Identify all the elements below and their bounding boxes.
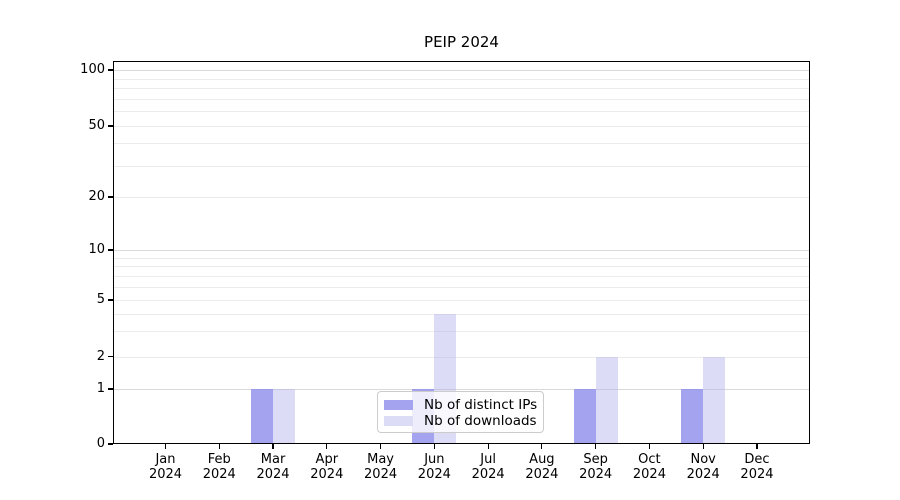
bar-downloads-nov <box>703 356 726 444</box>
x-tick <box>379 444 382 449</box>
x-tick-label-month: Feb <box>207 452 231 467</box>
gridline-minor <box>113 143 810 145</box>
gridline-minor <box>113 331 810 333</box>
x-tick <box>595 444 597 449</box>
gridline-minor <box>113 313 810 315</box>
x-tick <box>272 444 274 449</box>
x-tick-label: May 2024 <box>349 452 413 482</box>
x-tick <box>541 444 543 449</box>
x-tick-label-year: 2024 <box>632 467 666 482</box>
x-tick-label-year: 2024 <box>471 467 505 482</box>
legend-row: Nb of downloads <box>384 413 537 429</box>
y-tick <box>108 125 113 127</box>
legend-label: Nb of distinct IPs <box>424 397 538 413</box>
y-tick <box>108 69 113 71</box>
chart-title: PEIP 2024 <box>424 33 499 51</box>
y-tick-label: 0 <box>96 436 105 451</box>
gridline-major <box>113 389 810 390</box>
legend-swatch-downloads <box>384 416 413 426</box>
x-tick-label-month: Jul <box>480 452 496 467</box>
x-tick <box>756 444 758 449</box>
gridline-minor <box>113 257 810 259</box>
x-tick-label: Sep 2024 <box>564 452 628 482</box>
x-tick-label-year: 2024 <box>579 467 613 482</box>
y-tick <box>108 249 113 251</box>
x-tick-label: Jul 2024 <box>456 452 520 482</box>
gridline-minor <box>113 266 810 268</box>
y-tick <box>108 299 113 301</box>
gridline-minor <box>113 286 810 288</box>
x-tick <box>218 444 220 449</box>
legend-row: Nb of distinct IPs <box>384 397 538 413</box>
legend-label: Nb of downloads <box>424 413 537 429</box>
x-tick-label: Dec 2024 <box>725 452 789 482</box>
x-tick-label-year: 2024 <box>686 467 720 482</box>
y-tick-label: 20 <box>88 189 105 204</box>
x-tick-label-year: 2024 <box>525 467 559 482</box>
bar-downloads-sep <box>595 356 618 444</box>
gridline-minor <box>113 111 810 113</box>
gridline-minor <box>113 275 810 277</box>
x-tick-label: Mar 2024 <box>241 452 305 482</box>
x-tick <box>702 444 704 449</box>
gridline-minor <box>113 88 810 90</box>
y-tick-label: 50 <box>88 118 105 133</box>
x-tick-label: Oct 2024 <box>617 452 681 482</box>
y-tick-label: 10 <box>88 242 105 257</box>
x-tick-label-year: 2024 <box>202 467 236 482</box>
gridline-minor <box>113 197 810 198</box>
legend: Nb of distinct IPs Nb of downloads <box>377 391 544 433</box>
x-tick-label-year: 2024 <box>417 467 451 482</box>
x-tick-label: Jan 2024 <box>134 452 198 482</box>
gridline-minor <box>113 78 810 80</box>
gridline-minor <box>113 165 810 167</box>
x-tick-label-year: 2024 <box>364 467 398 482</box>
bar-distinct-ips-nov <box>681 389 704 444</box>
x-tick-label-year: 2024 <box>310 467 344 482</box>
x-tick-label-month: Jan <box>155 452 176 467</box>
y-tick-label: 100 <box>80 62 105 77</box>
x-tick-label: Feb 2024 <box>187 452 251 482</box>
gridline-minor <box>113 98 810 100</box>
x-tick <box>164 444 167 449</box>
x-tick <box>487 444 489 449</box>
bar-downloads-mar <box>273 389 296 444</box>
x-tick-label-month: Apr <box>315 452 339 467</box>
plot-area: Nb of distinct IPs Nb of downloads <box>113 61 810 444</box>
y-tick <box>108 355 113 358</box>
x-tick <box>433 444 435 449</box>
bar-distinct-ips-mar <box>251 389 274 444</box>
gridline-minor <box>113 126 810 127</box>
gridline-major <box>113 70 810 71</box>
x-tick-label-month: Aug <box>529 452 555 467</box>
x-tick-label-month: Mar <box>260 452 286 467</box>
y-tick-label: 1 <box>96 381 105 396</box>
y-tick <box>108 388 113 390</box>
y-tick <box>108 443 113 445</box>
x-tick <box>326 444 328 449</box>
x-tick-label: Nov 2024 <box>671 452 735 482</box>
x-tick-label: Jun 2024 <box>402 452 466 482</box>
gridline-minor <box>113 356 810 358</box>
bar-distinct-ips-sep <box>573 389 596 444</box>
x-tick-label-year: 2024 <box>148 467 183 482</box>
y-tick <box>108 196 113 198</box>
x-tick-label-month: Oct <box>638 452 661 467</box>
x-tick-label-year: 2024 <box>740 467 774 482</box>
x-tick-label-month: May <box>367 452 395 467</box>
y-tick-label: 2 <box>96 348 105 364</box>
legend-swatch-distinct-ips <box>384 400 413 410</box>
x-tick-label-month: Sep <box>583 452 608 467</box>
x-tick-label-month: Nov <box>690 452 716 467</box>
x-tick-label-month: Dec <box>744 452 770 467</box>
x-tick-label: Aug 2024 <box>510 452 574 482</box>
x-tick-label-year: 2024 <box>256 467 290 482</box>
gridline-minor <box>113 300 810 301</box>
y-tick-label: 5 <box>96 292 105 307</box>
x-tick-label: Apr 2024 <box>295 452 359 482</box>
x-tick-label-month: Jun <box>424 452 445 467</box>
gridline-major <box>113 250 810 251</box>
x-tick <box>648 444 651 449</box>
